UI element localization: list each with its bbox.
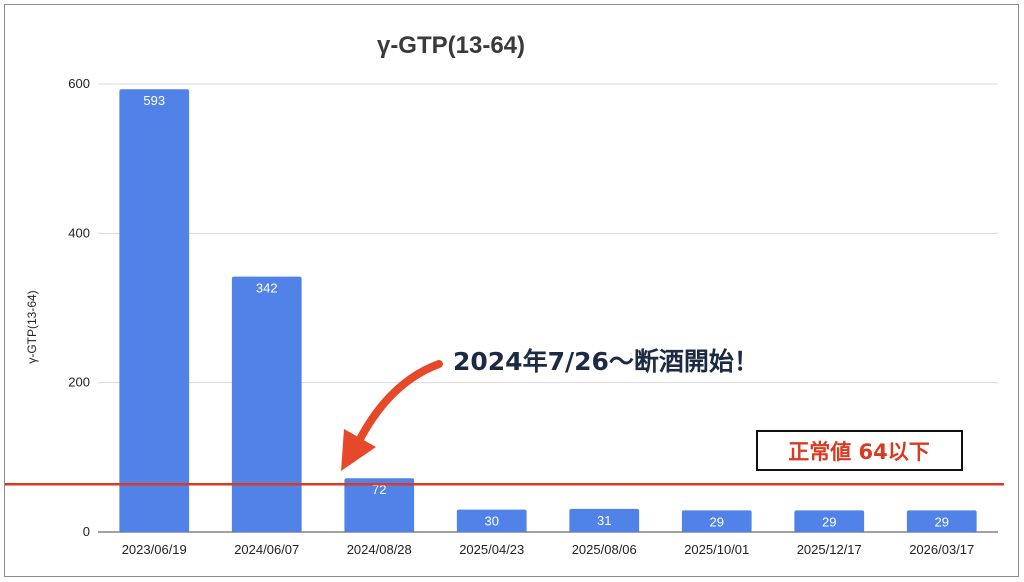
data-label: 30 <box>485 514 499 529</box>
x-tick-label: 2024/08/28 <box>347 542 412 557</box>
x-tick-label: 2024/06/07 <box>234 542 299 557</box>
normal-range-annotation: 正常値 64以下 <box>756 430 963 471</box>
x-tick-label: 2026/03/17 <box>909 542 974 557</box>
chart-svg: γ-GTP(13-64) 0 200 400 600 593 2023/06/19 342 2… <box>5 32 1004 557</box>
x-tick-label: 2025/08/06 <box>572 542 637 557</box>
x-tick-label: 2025/10/01 <box>684 542 749 557</box>
data-label: 72 <box>372 482 386 497</box>
bar <box>569 508 640 532</box>
bar <box>681 510 752 532</box>
data-label: 342 <box>256 281 278 296</box>
y-tick-label: 200 <box>68 375 90 390</box>
x-tick-label: 2025/04/23 <box>459 542 524 557</box>
data-label: 29 <box>822 514 836 529</box>
data-label: 31 <box>597 513 611 528</box>
y-tick-label: 600 <box>68 76 90 91</box>
bar <box>344 478 415 532</box>
normal-range-box <box>756 430 963 471</box>
bar <box>456 509 527 532</box>
bar <box>906 510 977 532</box>
chart-title: γ-GTP(13-64) <box>377 32 525 59</box>
data-label: 29 <box>710 514 724 529</box>
data-label: 29 <box>935 514 949 529</box>
normal-range-text: 正常値 64以下 <box>788 440 930 464</box>
arrowhead-icon <box>341 429 376 471</box>
x-tick-label: 2025/12/17 <box>797 542 862 557</box>
data-label: 593 <box>143 93 165 108</box>
x-tick-label: 2023/06/19 <box>122 542 187 557</box>
start-annotation: 2024年7/26〜断酒開始！ <box>341 347 759 471</box>
chart-frame: γ-GTP(13-64) 0 200 400 600 593 2023/06/19 342 2… <box>4 4 1019 577</box>
y-tick-label: 0 <box>83 524 90 539</box>
bar <box>794 510 865 532</box>
bar <box>119 89 190 532</box>
annotation-start-text: 2024年7/26〜断酒開始！ <box>453 347 759 376</box>
arrow-icon <box>353 360 443 449</box>
y-tick-label: 400 <box>68 225 90 240</box>
y-axis-label: γ-GTP(13-64) <box>25 290 39 363</box>
bar <box>231 276 302 532</box>
